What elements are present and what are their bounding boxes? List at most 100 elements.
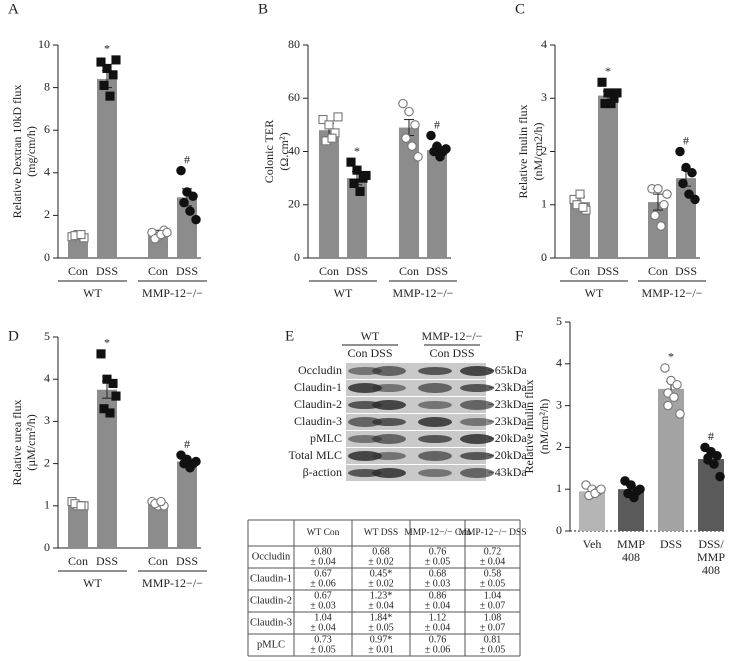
y-tick-label: 4 [44, 165, 50, 179]
table-cell: 0.76 [429, 546, 447, 557]
group-label: WT [334, 286, 353, 300]
data-point [629, 492, 639, 503]
table-cell: 1.12 [429, 612, 447, 623]
blot-size: −20kDa [488, 431, 527, 445]
table-cell: 0.58 [484, 568, 502, 579]
panel-label: F [515, 328, 523, 344]
data-point [435, 152, 445, 162]
x-tick-label: DSS [96, 554, 118, 568]
x-tick-label: DSS [346, 264, 368, 278]
data-point [653, 184, 663, 194]
y-tick-label: 20 [288, 197, 300, 211]
data-point [398, 98, 408, 109]
table-cell: ± 0.05 [425, 556, 451, 567]
blot-group: WT [361, 329, 380, 343]
significance-mark: * [605, 64, 611, 78]
data-point [596, 484, 606, 494]
data-point [712, 451, 722, 461]
y-tick-label: 6 [44, 122, 50, 136]
blot-band [372, 400, 406, 410]
blot-protein: Claudin-2 [294, 397, 342, 411]
data-point [108, 70, 118, 80]
blot-band [418, 383, 452, 393]
blot-protein: Claudin-3 [294, 414, 342, 428]
y-axis-label: (nM/cm2/h) [531, 123, 545, 181]
y-tick-label: 3 [541, 90, 547, 104]
data-point [324, 120, 334, 130]
table-cell: 0.45* [370, 568, 393, 579]
x-tick-label: Con [399, 264, 419, 278]
bar [97, 389, 117, 548]
significance-mark: # [434, 117, 440, 131]
panel-label: C [515, 1, 525, 17]
data-point [660, 363, 670, 373]
bar [676, 178, 696, 258]
y-tick-label: 4 [44, 371, 50, 385]
x-tick-label: DSS [660, 537, 682, 551]
x-tick-label: Con [319, 264, 339, 278]
y-tick-label: 3 [44, 413, 50, 427]
significance-mark: # [184, 152, 190, 166]
x-tick-label: MMP [697, 550, 725, 564]
blot-band [418, 401, 452, 409]
x-tick-label: DSS [96, 264, 118, 278]
bar [698, 459, 724, 531]
y-tick-label: 4 [556, 356, 562, 370]
data-point [597, 77, 607, 87]
data-point [333, 112, 343, 122]
y-tick-label: 0 [541, 250, 547, 264]
table-header: MMP-12−/− Con [404, 528, 471, 538]
bar [177, 461, 197, 548]
blot-group: MMP-12−/− [422, 329, 483, 343]
group-label: MMP-12−/− [393, 286, 454, 300]
table-row-label: Claudin-2 [250, 595, 292, 606]
data-point [441, 144, 451, 154]
table-cell: 1.04 [314, 612, 332, 623]
significance-mark: # [683, 133, 689, 147]
y-tick-label: 3 [556, 397, 562, 411]
x-tick-label: Veh [583, 537, 602, 551]
table-cell: 1.84* [370, 612, 393, 623]
y-tick-label: 2 [541, 143, 547, 157]
data-point [191, 456, 201, 467]
blot-size: −65kDa [488, 363, 527, 377]
y-axis-label: (µM/cm²/h) [24, 414, 38, 471]
y-axis-label: (nM/cm²/h) [537, 399, 551, 455]
data-point [684, 189, 694, 199]
table-cell: ± 0.01 [368, 644, 394, 655]
y-axis-label: Relative Dextran 10kD flux [10, 85, 24, 219]
data-point [612, 88, 622, 98]
blot-band [372, 418, 406, 426]
data-point [346, 157, 356, 167]
blot-band [348, 417, 382, 427]
data-point [635, 484, 645, 494]
table-cell: 1.08 [484, 612, 502, 623]
bar [148, 503, 168, 548]
blot-band [418, 469, 452, 477]
x-tick-label: Con [570, 264, 590, 278]
blot-size: −23kDa [488, 380, 527, 394]
table-cell: ± 0.04 [480, 556, 506, 567]
x-tick-label: 408 [622, 550, 640, 564]
data-point [690, 194, 700, 205]
table-row-label: Claudin-3 [250, 617, 292, 628]
blot-band [348, 383, 382, 393]
blot-band [372, 434, 406, 444]
data-point [355, 186, 365, 196]
group-label: MMP-12−/− [642, 286, 703, 300]
group-label: WT [585, 286, 604, 300]
blot-band [418, 435, 452, 443]
data-point [105, 91, 115, 101]
data-point [715, 471, 725, 482]
x-tick-label: DSS [176, 554, 198, 568]
blot-band [460, 452, 494, 460]
y-tick-label: 0 [294, 250, 300, 264]
blot-condition: Con DSS [347, 346, 392, 360]
data-point [603, 88, 613, 98]
blot-protein: Claudin-1 [294, 380, 342, 394]
blot-size: −23kDa [488, 414, 527, 428]
table-cell: ± 0.05 [480, 578, 506, 589]
bar [68, 503, 88, 548]
data-point [105, 408, 115, 418]
